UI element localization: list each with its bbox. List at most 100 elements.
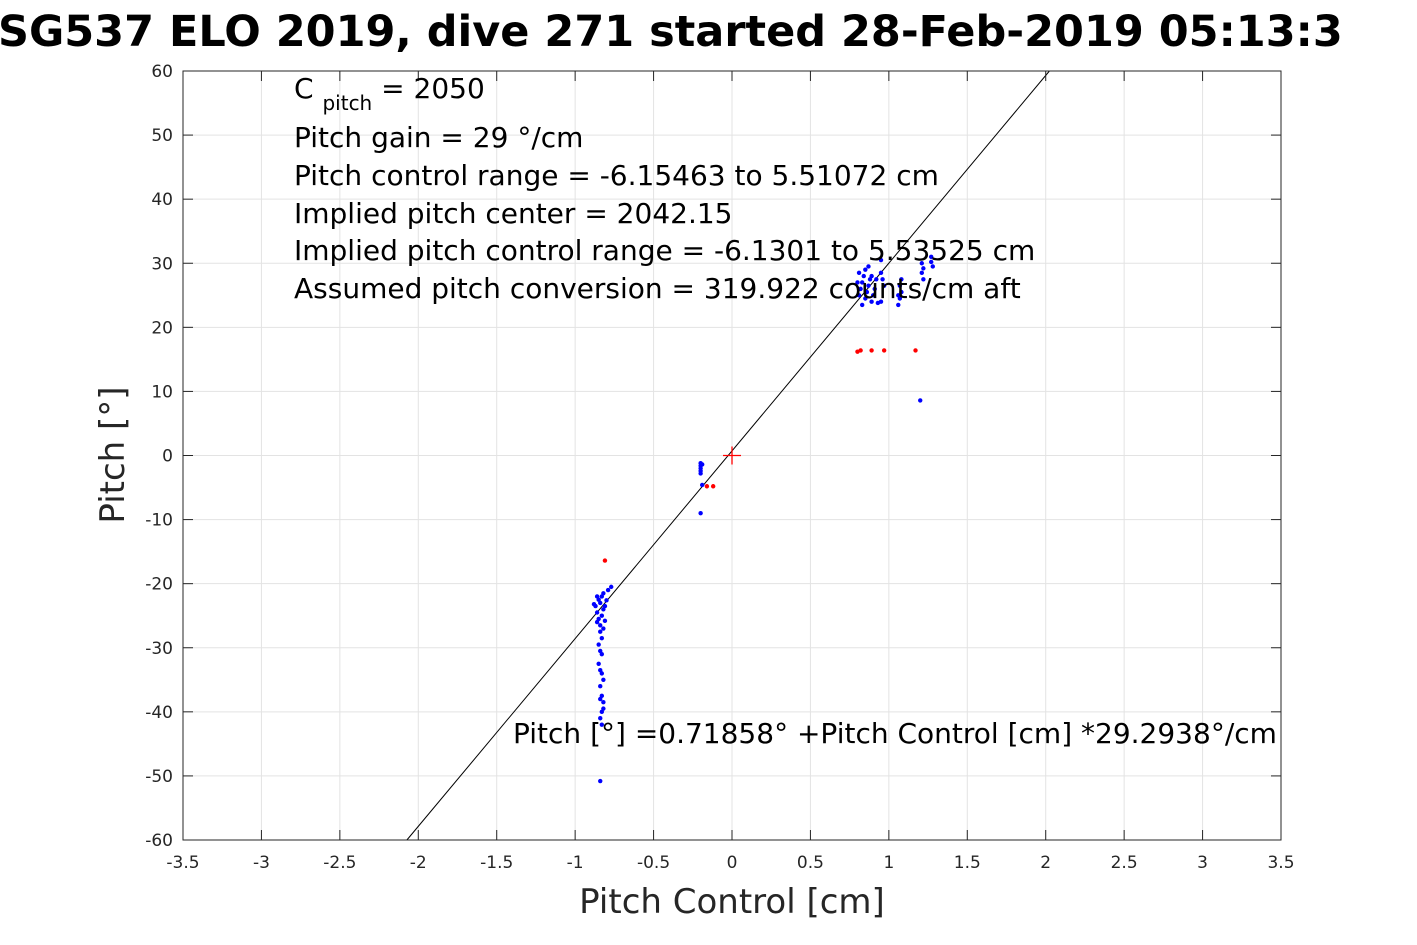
data-point-blue xyxy=(881,283,887,288)
data-point-blue xyxy=(601,677,606,682)
data-point-blue xyxy=(869,273,874,279)
data-point-blue xyxy=(896,293,901,298)
data-point-blue xyxy=(698,471,703,476)
annotation-cpitch: C pitch = 2050 xyxy=(294,72,485,117)
data-point-blue xyxy=(602,603,608,609)
data-point-blue xyxy=(875,300,881,306)
y-tick-label: 40 xyxy=(151,190,173,210)
data-point-blue xyxy=(598,684,603,689)
x-tick-label: -3 xyxy=(253,853,270,873)
y-tick-label: -40 xyxy=(145,703,173,723)
data-point-blue xyxy=(596,642,601,647)
data-point-blue xyxy=(897,283,903,288)
data-point-blue xyxy=(599,635,605,641)
data-point-blue xyxy=(929,259,934,265)
data-point-blue xyxy=(598,696,603,702)
data-point-blue xyxy=(878,257,884,263)
data-point-blue xyxy=(866,283,871,288)
data-point-blue xyxy=(899,289,904,295)
data-point-blue xyxy=(856,270,862,276)
annotation-fit: Pitch [°] =0.71858° +Pitch Control [cm] … xyxy=(513,717,1277,750)
y-tick-label: 0 xyxy=(162,447,173,467)
y-tick-label: -50 xyxy=(145,767,173,787)
x-tick-label: 3 xyxy=(1197,853,1208,873)
y-tick-label: -20 xyxy=(145,575,173,595)
data-point-blue xyxy=(864,289,870,295)
data-point-red xyxy=(710,484,716,489)
data-point-blue xyxy=(698,510,703,516)
data-point-red xyxy=(869,348,874,353)
annotation-control-range: Pitch control range = -6.15463 to 5.5107… xyxy=(294,159,939,192)
x-tick-label: 3.5 xyxy=(1267,853,1294,873)
annotation-conversion: Assumed pitch conversion = 319.922 count… xyxy=(294,272,1021,305)
y-tick-label: 30 xyxy=(151,254,173,274)
x-tick-label: -2.5 xyxy=(323,853,356,873)
x-tick-label: 2.5 xyxy=(1111,853,1138,873)
data-point-blue xyxy=(919,270,924,276)
y-tick-label: -10 xyxy=(145,511,173,531)
data-point-blue xyxy=(599,651,605,657)
data-point-blue xyxy=(863,296,868,301)
data-point-blue xyxy=(601,700,606,705)
data-point-red xyxy=(602,558,608,563)
data-point-blue xyxy=(878,270,884,276)
x-tick-label: 1 xyxy=(883,853,894,873)
data-point-blue xyxy=(594,619,600,625)
y-ticks: -60 -50 -40 -30 -20 -10 0 10 20 30 40 50 60 xyxy=(145,62,1281,851)
data-point-red xyxy=(881,348,887,353)
y-tick-label: -30 xyxy=(145,639,173,659)
annotation-cpitch-main: C xyxy=(294,72,314,105)
y-tick-label: 20 xyxy=(151,318,173,338)
data-point-blue xyxy=(599,722,605,727)
data-point-blue xyxy=(699,482,705,488)
data-point-blue xyxy=(861,273,866,279)
y-tick-label: -60 xyxy=(145,831,173,851)
data-point-blue xyxy=(874,277,879,282)
x-tick-label: 0.5 xyxy=(797,853,824,873)
y-tick-label: 10 xyxy=(151,382,173,402)
data-point-blue xyxy=(866,264,871,269)
data-point-blue xyxy=(599,671,605,676)
y-tick-label: 50 xyxy=(151,126,173,146)
data-point-blue xyxy=(899,277,904,282)
data-point-blue xyxy=(855,280,860,285)
chart-title: SG537 ELO 2019, dive 271 started 28-Feb-… xyxy=(0,7,1343,57)
x-tick-label: -1 xyxy=(567,853,584,873)
data-point-blue xyxy=(869,299,874,304)
data-point-blue xyxy=(591,601,597,607)
data-point-blue xyxy=(598,716,603,721)
annotation-cpitch-sub: pitch xyxy=(322,91,372,115)
x-tick-label: 1.5 xyxy=(954,853,981,873)
data-point-blue xyxy=(598,600,603,606)
data-points xyxy=(591,254,935,784)
data-point-blue xyxy=(605,587,611,593)
annotation-cpitch-value: = 2050 xyxy=(381,72,485,105)
data-point-blue xyxy=(870,293,876,298)
data-point-blue xyxy=(880,277,885,282)
data-point-blue xyxy=(896,302,901,308)
data-point-blue xyxy=(596,661,601,666)
origin-marker xyxy=(723,446,741,465)
data-point-red xyxy=(704,484,710,489)
y-axis-label: Pitch [°] xyxy=(93,386,133,523)
annotation-gain: Pitch gain = 29 °/cm xyxy=(294,121,583,154)
data-point-blue xyxy=(601,591,606,596)
data-point-blue xyxy=(919,261,924,266)
data-point-red xyxy=(858,348,863,353)
data-point-blue xyxy=(872,286,877,292)
annotation-center: Implied pitch center = 2042.15 xyxy=(294,197,732,230)
data-point-blue xyxy=(859,280,865,285)
data-point-blue xyxy=(601,626,606,631)
data-point-blue xyxy=(918,398,923,403)
data-point-blue xyxy=(598,629,603,634)
data-point-blue xyxy=(921,266,926,271)
data-point-blue xyxy=(930,264,935,269)
y-tick-label: 60 xyxy=(151,62,173,82)
x-tick-label: -3.5 xyxy=(166,853,199,873)
data-point-blue xyxy=(699,462,705,467)
data-point-blue xyxy=(601,706,606,711)
data-point-blue xyxy=(858,286,863,292)
data-point-blue xyxy=(599,613,605,618)
x-ticks: -3.5 -3 -2.5 -2 -1.5 -1 -0.5 0 0.5 1 1.5 2 2.5 3 3.5 xyxy=(166,71,1295,873)
